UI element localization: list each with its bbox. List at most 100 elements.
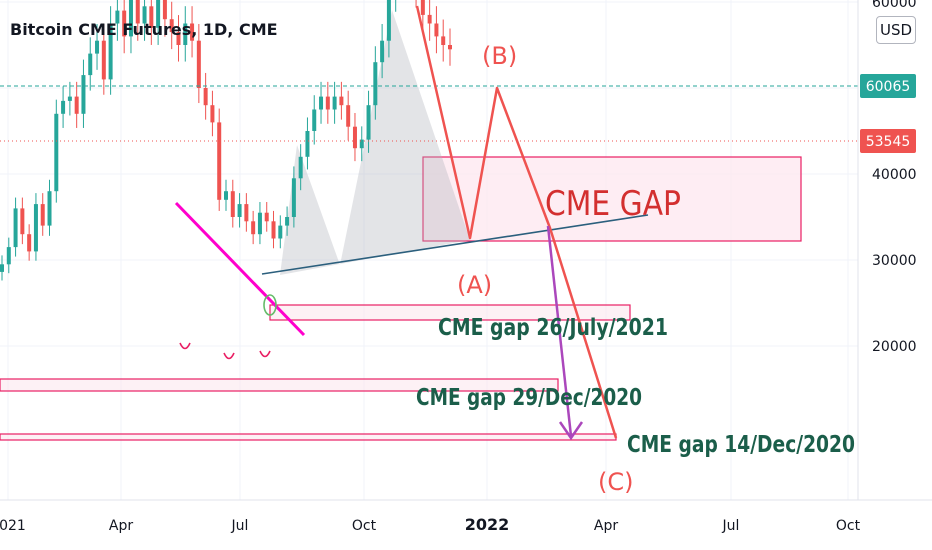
candle [88,37,93,91]
head-shoulders-shape [280,10,470,275]
candle [237,193,242,228]
candle [264,202,269,232]
candle [224,179,228,211]
gap-zone-dec14-2020 [0,433,617,441]
currency-button[interactable]: USD [876,16,916,44]
candle [325,81,330,124]
candle [196,23,201,104]
candle [95,23,100,70]
candle [40,193,45,236]
candle [312,95,317,145]
breakout-circle [263,294,277,316]
candle [176,15,181,62]
bottom-mark-1 [179,342,191,350]
y-tick-label: 30000 [872,253,917,269]
bottom-mark-3 [259,350,271,358]
price-label-60065: 60065 [866,79,911,95]
candle [61,86,66,128]
candles [0,0,452,281]
x-tick-label: Jul [722,518,740,534]
candle [441,19,446,62]
candle [305,117,310,170]
trendline-pink [174,201,306,337]
neckline [261,214,649,275]
time-axis[interactable]: 2021 Apr Jul Oct 2022 Apr Jul Oct [0,499,932,534]
candle [352,113,357,162]
candle [217,108,222,211]
y-tick-label: 20000 [872,339,917,355]
candle [54,99,59,203]
annotation-cme-gap: CME GAP [545,184,681,224]
candle [128,0,133,54]
candle [380,23,385,79]
candle [427,0,432,41]
annotation-a: (A) [457,271,492,299]
candle [257,202,262,245]
candle [101,23,106,95]
candle [13,197,18,257]
plot-background [0,0,858,500]
candle [291,166,296,228]
annotation-b: (B) [482,42,517,70]
candle [33,193,38,261]
x-tick-label: Jul [231,518,249,534]
candle [67,81,72,116]
candle [81,59,86,128]
candle [156,0,161,45]
candle [122,0,127,54]
candle [251,210,256,245]
candle [359,126,364,162]
x-tick-label: Oct [352,518,377,534]
candle [386,0,391,58]
candle [366,90,371,153]
candle [373,46,378,120]
candle [0,255,4,281]
candle [190,6,195,58]
x-tick-label: Apr [109,518,133,534]
price-label-60065-box [860,74,916,98]
x-tick-label: Apr [594,518,618,534]
candle [169,1,174,50]
candle [135,0,140,41]
annotation-gap-jul: CME gap 26/July/2021 [438,315,668,341]
price-axis[interactable]: 200003000040000500006000070000 60065 535… [857,0,917,500]
x-tick-label: 2021 [0,518,26,534]
candle [346,90,351,141]
purple-arrow-line [546,225,573,437]
candle [27,224,32,261]
price-label-53545-box [860,129,916,153]
y-tick-label: 40000 [872,167,917,183]
candle [434,6,439,54]
candle [183,6,188,62]
chart-title: Bitcoin CME Futures, 1D, CME [10,20,278,39]
price-lines [0,85,858,142]
candle [244,193,249,232]
candle [271,210,276,249]
annotation-gap-dec14: CME gap 14/Dec/2020 [627,432,855,458]
x-tick-label: Oct [836,518,861,534]
candle [332,81,337,124]
candle [298,144,303,191]
candle [6,237,11,274]
candle [339,81,344,120]
candle [108,6,113,95]
candle [230,179,235,228]
gap-zone-jul-2021 [269,304,631,321]
candle [395,0,397,12]
candle [285,206,290,236]
projection-path [415,5,618,439]
candle [115,0,120,41]
candle [149,0,154,45]
candle [278,215,283,249]
candle [142,0,147,41]
candle [20,197,25,245]
candle [74,81,79,128]
x-tick-label: 2022 [465,515,510,534]
price-label-53545: 53545 [866,134,911,150]
gap-zones [0,156,802,441]
cme-gap-zone [422,156,802,242]
bottom-mark-2 [223,352,235,360]
candle [47,179,52,236]
candle [210,90,215,137]
